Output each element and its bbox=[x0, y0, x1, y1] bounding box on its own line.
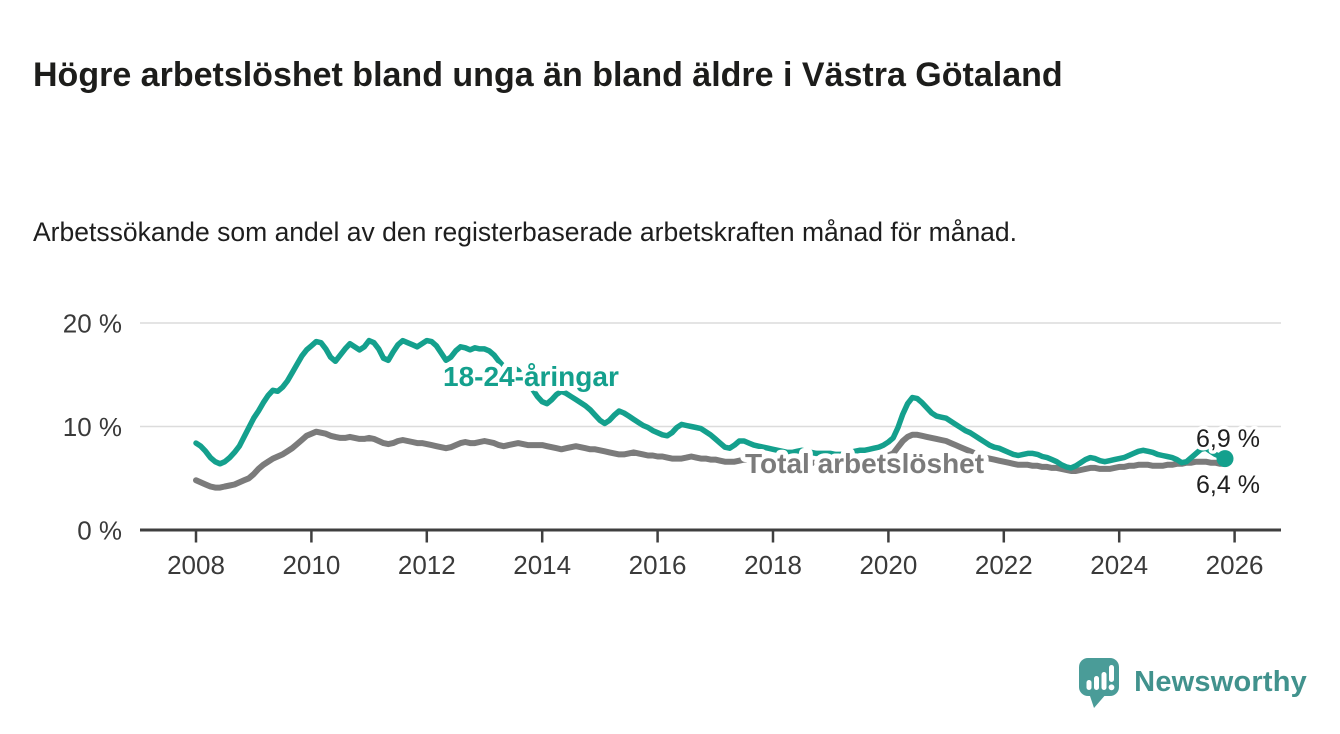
y-tick-label: 10 % bbox=[63, 412, 122, 442]
chart-subtitle: Arbetssökande som andel av den registerb… bbox=[33, 216, 1018, 247]
series-line-1 bbox=[193, 428, 1228, 491]
x-tick-label: 2012 bbox=[398, 550, 456, 580]
x-tick-label: 2016 bbox=[629, 550, 687, 580]
x-tick-label: 2008 bbox=[167, 550, 225, 580]
series-label-0: 18-24-åringar bbox=[443, 361, 619, 392]
x-tick-label: 2026 bbox=[1206, 550, 1264, 580]
x-tick-label: 2024 bbox=[1090, 550, 1148, 580]
series-line-0 bbox=[193, 337, 1228, 471]
newsworthy-logo: Newsworthy bbox=[1077, 656, 1307, 708]
end-label-1: 6,4 % bbox=[1196, 471, 1260, 499]
end-dot bbox=[1216, 450, 1234, 468]
x-tick-label: 2010 bbox=[282, 550, 340, 580]
page-title: Högre arbetslöshet bland unga än bland ä… bbox=[33, 55, 1063, 94]
series-label-1: Total arbetslöshet bbox=[745, 448, 984, 479]
logo-wordmark: Newsworthy bbox=[1134, 665, 1307, 698]
x-tick-label: 2014 bbox=[513, 550, 571, 580]
x-tick-label: 2020 bbox=[859, 550, 917, 580]
x-tick-label: 2018 bbox=[744, 550, 802, 580]
bar-chart-speech-bubble-icon bbox=[1079, 658, 1120, 708]
x-tick-label: 2022 bbox=[975, 550, 1033, 580]
y-tick-label: 0 % bbox=[77, 516, 122, 546]
y-tick-label: 20 % bbox=[63, 309, 122, 339]
end-label-0: 6,9 % bbox=[1196, 425, 1260, 453]
